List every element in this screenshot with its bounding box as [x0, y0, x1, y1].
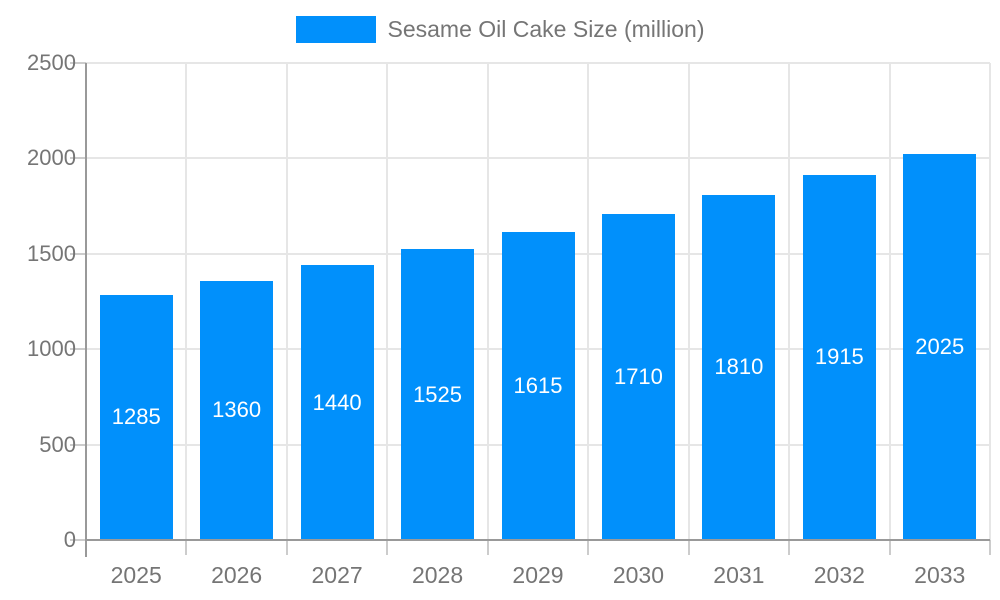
x-axis-label: 2032 [813, 562, 865, 588]
y-axis-label: 2500 [27, 50, 76, 75]
bar-2033[interactable]: 2025 [903, 153, 977, 540]
x-axis-label: 2026 [211, 562, 263, 588]
bar-value-label: 1615 [513, 372, 563, 398]
x-tick-mark [386, 540, 389, 555]
y-tick-mark [70, 348, 86, 351]
y-axis-label: 1500 [27, 240, 76, 266]
y-tick-mark [70, 252, 86, 255]
x-tick-mark [888, 540, 891, 555]
bar-value-label: 2025 [915, 333, 965, 359]
x-axis-label: 2025 [110, 562, 162, 588]
gridline-vertical [587, 63, 590, 540]
gridline-vertical [788, 63, 791, 540]
gridline-vertical [386, 63, 389, 540]
y-axis-label: 1000 [27, 336, 76, 362]
legend-label: Sesame Oil Cake Size (million) [387, 16, 705, 42]
gridline-horizontal [86, 62, 990, 64]
legend: Sesame Oil Cake Size (million) [0, 16, 1000, 43]
bar-value-label: 1440 [312, 389, 362, 415]
y-axis-label: 500 [39, 431, 76, 457]
legend-swatch[interactable] [295, 16, 376, 43]
x-axis-label: 2033 [914, 562, 966, 588]
bar-value-label: 1360 [212, 397, 262, 423]
bar-value-label: 1710 [613, 363, 663, 389]
bar-2026[interactable]: 1360 [200, 280, 274, 540]
x-axis-label: 2029 [512, 562, 564, 588]
x-axis-label: 2027 [311, 562, 363, 588]
bar-2029[interactable]: 1615 [501, 231, 575, 540]
bar-2027[interactable]: 1440 [300, 265, 374, 540]
x-axis-label: 2031 [713, 562, 765, 588]
x-tick-mark [285, 540, 288, 555]
y-tick-mark [70, 443, 86, 446]
x-tick-mark [989, 540, 991, 555]
x-tick-mark [486, 540, 489, 555]
x-tick-mark [687, 540, 690, 555]
y-tick-mark [70, 157, 86, 160]
gridline-vertical [888, 63, 891, 540]
y-axis-line [85, 63, 87, 557]
bar-value-label: 1810 [714, 354, 764, 380]
y-axis-label: 2000 [27, 145, 76, 171]
x-axis-label: 2030 [612, 562, 665, 588]
x-axis-line [86, 539, 990, 541]
bar-2030[interactable]: 1710 [601, 213, 675, 540]
bar-2031[interactable]: 1810 [702, 194, 776, 540]
bar-value-label: 1285 [111, 404, 161, 430]
bar-value-label: 1915 [814, 344, 864, 370]
bar-2025[interactable]: 1285 [99, 294, 173, 540]
gridline-vertical [989, 63, 991, 540]
bar-2032[interactable]: 1915 [802, 174, 876, 540]
x-tick-mark [185, 540, 188, 555]
gridline-horizontal [86, 157, 990, 160]
bar-value-label: 1525 [413, 381, 463, 407]
bar-2028[interactable]: 1525 [401, 249, 475, 540]
x-tick-mark [788, 540, 791, 555]
gridline-vertical [687, 63, 690, 540]
y-tick-mark [70, 62, 86, 64]
x-axis-label: 2028 [411, 562, 464, 588]
gridline-vertical [486, 63, 489, 540]
gridline-vertical [185, 63, 188, 540]
x-tick-mark [587, 540, 590, 555]
gridline-vertical [285, 63, 288, 540]
y-axis-label: 0 [63, 527, 76, 552]
y-tick-mark [70, 539, 86, 541]
